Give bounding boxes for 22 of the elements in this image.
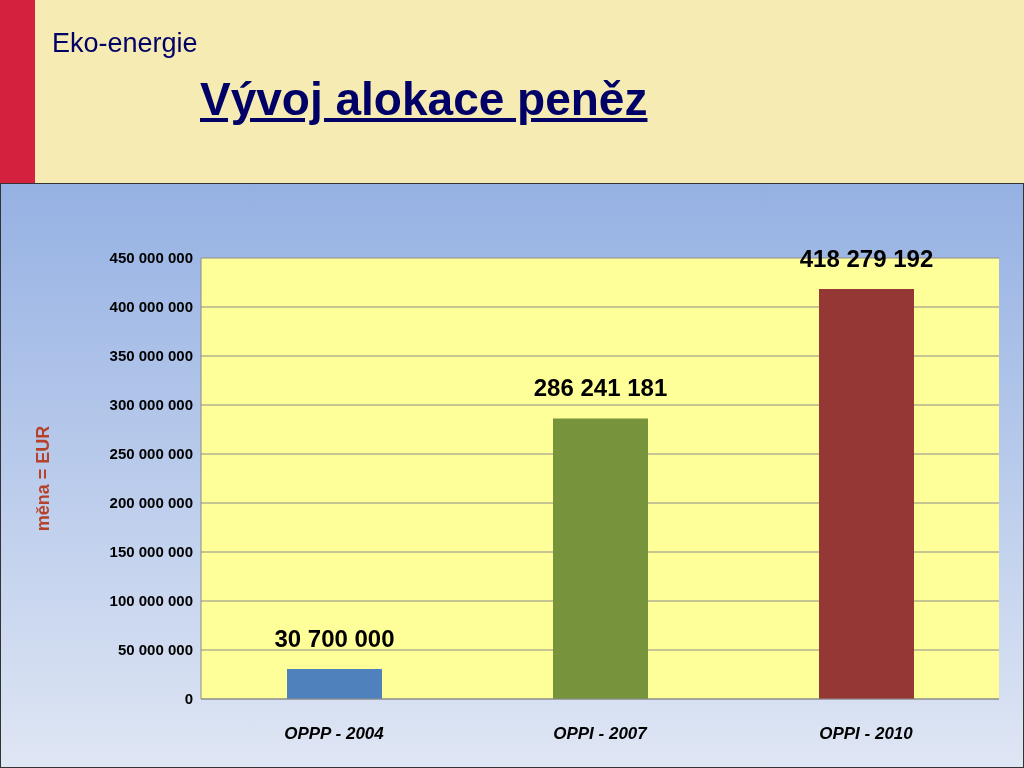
bar	[819, 289, 914, 699]
y-tick-label: 0	[184, 690, 193, 708]
y-axis-title: měna = EUR	[33, 425, 54, 532]
y-tick-label: 450 000 000	[109, 249, 193, 267]
x-tick-label: OPPP - 2004	[284, 724, 385, 744]
data-label: 418 279 192	[799, 245, 934, 273]
x-tick-label: OPPI - 2007	[553, 724, 649, 744]
chart-title: Vývoj alokace peněz	[200, 72, 648, 126]
y-tick-label: 300 000 000	[109, 396, 193, 414]
y-tick-label: 400 000 000	[109, 298, 193, 316]
y-tick-label: 100 000 000	[109, 592, 193, 610]
y-tick-label: 250 000 000	[109, 445, 193, 463]
chart-subtitle: Eko-energie	[52, 28, 198, 59]
y-tick-label: 150 000 000	[109, 543, 193, 561]
x-tick-label: OPPI - 2010	[819, 724, 914, 744]
y-tick-label: 200 000 000	[109, 494, 193, 512]
data-label: 286 241 181	[533, 374, 668, 402]
data-label: 30 700 000	[274, 624, 395, 652]
bar	[553, 418, 648, 699]
y-tick-label: 50 000 000	[117, 641, 193, 659]
y-tick-label: 350 000 000	[109, 347, 193, 365]
bar	[287, 668, 382, 699]
